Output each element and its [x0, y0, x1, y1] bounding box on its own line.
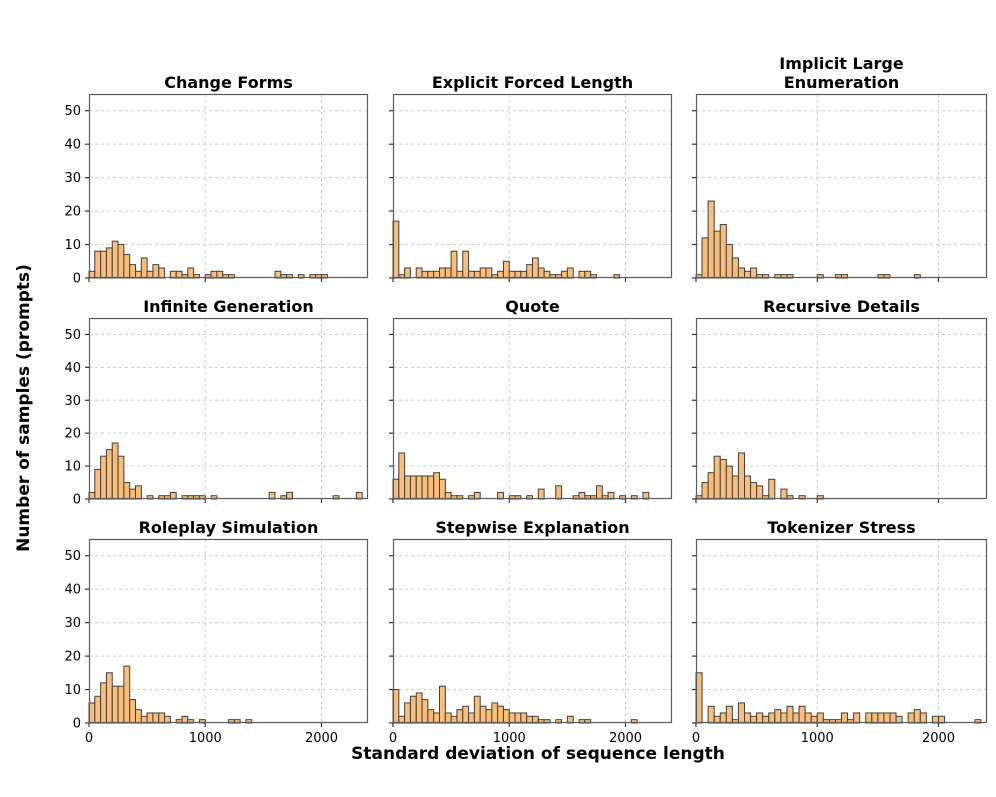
histogram-bars: [695, 452, 824, 500]
histogram-bars: [392, 220, 621, 279]
panel-title-roleplay-simulation: Roleplay Simulation: [138, 517, 319, 537]
histogram-panel-stepwise-explanation: 0 1000 2000: [389, 538, 673, 746]
plot-area: 0 1000 2000: [389, 538, 673, 746]
y-tick-label: 20: [64, 650, 81, 665]
plot-area: 0 10 20 30 40 50: [64, 93, 369, 287]
histogram-bars: [392, 452, 650, 500]
histogram-panel-roleplay-simulation: 0 10 20 30 40 50 0 1000 2000: [64, 538, 369, 746]
histogram-bars: [695, 200, 921, 279]
plot-area: [692, 317, 988, 503]
y-tick-label: 40: [64, 361, 81, 376]
y-tick-label: 30: [64, 171, 81, 186]
plot-area: [389, 93, 673, 282]
y-tick-label: 0: [73, 493, 81, 508]
histogram-panel-quote: [389, 317, 673, 503]
panel-title-recursive-details: Recursive Details: [763, 296, 920, 316]
y-tick-label: 50: [64, 328, 81, 343]
x-tick-label: 2000: [305, 731, 338, 746]
x-tick-label: 1000: [801, 731, 834, 746]
shared-x-axis-label: Standard deviation of sequence length: [351, 744, 725, 764]
y-tick-label: 50: [64, 104, 81, 119]
x-tick-label: 0: [692, 731, 700, 746]
plot-area: 0 10 20 30 40 50 0 1000 2000: [64, 538, 369, 746]
y-tick-label: 50: [64, 549, 81, 564]
y-tick-label: 10: [64, 238, 81, 253]
x-tick-label: 0: [85, 731, 93, 746]
x-tick-label: 1000: [189, 731, 222, 746]
histogram-bars: [392, 685, 638, 724]
y-tick-label: 10: [64, 683, 81, 698]
histogram-panel-tokenizer-stress: 0 1000 2000: [692, 538, 988, 746]
panel-title-quote: Quote: [505, 296, 560, 316]
plot-area: [389, 317, 673, 503]
panel-title-implicit-large-enumeration: Implicit Large Enumeration: [779, 54, 904, 92]
plot-area: [692, 93, 988, 282]
y-tick-label: 20: [64, 205, 81, 220]
panel-title-change-forms: Change Forms: [164, 72, 293, 92]
y-tick-label: 30: [64, 616, 81, 631]
histogram-panel-recursive-details: [692, 317, 988, 503]
x-tick-label: 1000: [493, 731, 526, 746]
plot-area: 0 1000 2000: [692, 538, 988, 746]
histogram-panel-explicit-forced-length: [389, 93, 673, 282]
y-tick-label: 20: [64, 427, 81, 442]
histogram-bars: [88, 240, 328, 279]
panel-title-infinite-generation: Infinite Generation: [143, 296, 314, 316]
panel-title-stepwise-explanation: Stepwise Explanation: [435, 517, 630, 537]
y-tick-label: 40: [64, 138, 81, 153]
histogram-bars: [88, 665, 253, 724]
shared-y-axis-label: Number of samples (prompts): [14, 264, 34, 552]
x-tick-label: 2000: [609, 731, 642, 746]
histogram-panel-implicit-large-enumeration: [692, 93, 988, 282]
x-tick-label: 2000: [922, 731, 955, 746]
x-tick-label: 0: [389, 731, 397, 746]
y-tick-label: 0: [73, 717, 81, 732]
y-tick-label: 40: [64, 583, 81, 598]
histogram-panel-change-forms: 0 10 20 30 40 50: [64, 93, 369, 287]
y-tick-label: 10: [64, 460, 81, 475]
panel-title-explicit-forced-length: Explicit Forced Length: [431, 72, 634, 92]
histogram-panel-infinite-generation: 0 10 20 30 40 50: [64, 317, 369, 508]
plot-area: 0 10 20 30 40 50: [64, 317, 369, 508]
y-tick-label: 0: [73, 272, 81, 287]
y-tick-label: 30: [64, 394, 81, 409]
panel-title-tokenizer-stress: Tokenizer Stress: [767, 517, 916, 537]
